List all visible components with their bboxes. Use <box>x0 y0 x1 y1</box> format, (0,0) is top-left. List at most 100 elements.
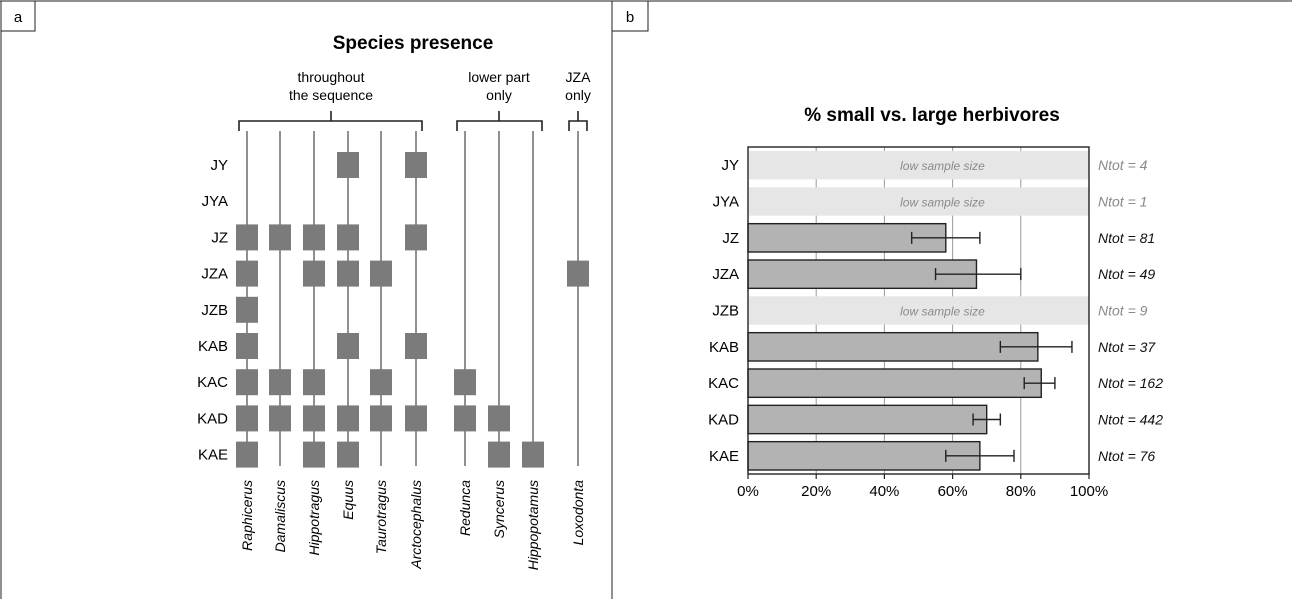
bar-category-label-kae: KAE <box>709 448 739 465</box>
presence-box-kad-equus <box>337 405 359 432</box>
x-tick-label-80-: 80% <box>1006 483 1036 500</box>
x-tick-label-20-: 20% <box>801 483 831 500</box>
species-label-raphicerus: Raphicerus <box>239 480 255 551</box>
panel-a-letter: a <box>14 9 23 26</box>
error-bar-kae <box>945 449 1015 462</box>
panel-a-label: a <box>0 0 36 32</box>
bar-kac <box>747 368 1042 399</box>
ntot-label-kab: Ntot = 37 <box>1098 339 1156 355</box>
bracket-lower-part <box>456 111 543 131</box>
ntot-label-jya: Ntot = 1 <box>1098 194 1147 210</box>
error-bar-kac <box>1023 377 1056 390</box>
presence-row-label-kad: KAD <box>197 410 228 427</box>
error-bar-jza <box>934 268 1022 281</box>
x-tick-label-100-: 100% <box>1070 483 1108 500</box>
presence-box-jz-damaliscus <box>269 224 291 251</box>
bracket-jza-only <box>568 111 588 131</box>
bar-category-label-jz: JZ <box>722 230 739 247</box>
x-tick-label-40-: 40% <box>869 483 899 500</box>
bar-category-label-jzb: JZB <box>712 303 739 320</box>
presence-row-label-kab: KAB <box>198 338 228 355</box>
bar-category-label-kab: KAB <box>709 339 739 356</box>
bar-category-label-jza: JZA <box>712 266 739 283</box>
species-label-hippopotamus: Hippopotamus <box>525 480 541 570</box>
herbivore-chart-title: % small vs. large herbivores <box>804 105 1060 126</box>
error-bar-jz <box>910 231 981 244</box>
presence-box-kad-arctocephalus <box>405 405 427 432</box>
presence-box-kad-raphicerus <box>236 405 258 432</box>
bar-category-label-jy: JY <box>721 157 739 174</box>
presence-box-kad-taurotragus <box>370 405 392 432</box>
bar-category-label-jya: JYA <box>713 194 739 211</box>
bar-plot-frame <box>747 146 1090 475</box>
bar-kad <box>747 404 988 435</box>
group-label-jza-line2: only <box>565 87 591 103</box>
panel-b-letter: b <box>626 9 634 26</box>
group-label-throughout-line2: the sequence <box>289 87 373 103</box>
ntot-label-kae: Ntot = 76 <box>1098 448 1155 464</box>
herbivore-bar-chart: JY low sample size Ntot = 4 JYA low sample s… <box>708 146 1163 500</box>
low-sample-label-jzb: low sample size <box>900 305 985 319</box>
presence-row-label-jya: JYA <box>202 193 228 210</box>
presence-box-kac-taurotragus <box>370 369 392 396</box>
species-presence-title: Species presence <box>333 33 494 54</box>
presence-box-kae-raphicerus <box>236 441 258 468</box>
bar-kab <box>747 331 1039 362</box>
group-label-lower-line2: only <box>486 87 512 103</box>
ntot-label-jy: Ntot = 4 <box>1098 157 1148 173</box>
presence-box-kac-raphicerus <box>236 369 258 396</box>
presence-row-label-jza: JZA <box>201 266 228 283</box>
presence-box-kab-equus <box>337 333 359 359</box>
presence-species-labels: Raphicerus Damaliscus Hippotragus Equus Taur… <box>239 480 586 570</box>
presence-box-kae-equus <box>337 441 359 468</box>
presence-box-jza-loxodonta <box>567 260 589 287</box>
ntot-label-jza: Ntot = 49 <box>1098 266 1155 282</box>
presence-box-kac-redunca <box>454 369 476 396</box>
presence-box-jz-equus <box>337 224 359 251</box>
group-label-jza-line1: JZA <box>566 69 592 85</box>
presence-box-jy-arctocephalus <box>405 152 427 178</box>
low-sample-label-jy: low sample size <box>900 159 985 173</box>
group-label-lower-line1: lower part <box>468 69 530 85</box>
ntot-label-kac: Ntot = 162 <box>1098 375 1163 391</box>
bar-kae <box>747 440 981 471</box>
ntot-label-kad: Ntot = 442 <box>1098 412 1163 428</box>
presence-group-labels: throughout the sequence lower part only … <box>289 69 591 103</box>
presence-box-kae-syncerus <box>488 441 510 468</box>
presence-box-jz-arctocephalus <box>405 224 427 251</box>
presence-box-jza-raphicerus <box>236 260 258 287</box>
error-bar-kab <box>999 340 1073 353</box>
presence-box-kad-hippotragus <box>303 405 325 432</box>
error-bar-kad <box>972 413 1002 426</box>
species-label-taurotragus: Taurotragus <box>373 480 389 554</box>
species-label-syncerus: Syncerus <box>491 480 507 538</box>
presence-box-kab-raphicerus <box>236 333 258 359</box>
low-sample-band-jzb <box>749 296 1089 325</box>
presence-box-jza-hippotragus <box>303 260 325 287</box>
group-brackets <box>238 111 588 131</box>
presence-box-jza-equus <box>337 260 359 287</box>
species-label-arctocephalus: Arctocephalus <box>408 480 424 570</box>
presence-boxes <box>236 152 589 468</box>
bracket-throughout <box>238 111 423 131</box>
presence-row-label-jz: JZ <box>211 229 228 246</box>
group-label-throughout-line1: throughout <box>298 69 365 85</box>
presence-box-jza-taurotragus <box>370 260 392 287</box>
presence-box-jz-hippotragus <box>303 224 325 251</box>
low-sample-label-jya: low sample size <box>900 196 985 210</box>
presence-box-kad-syncerus <box>488 405 510 432</box>
low-sample-band-jya <box>749 187 1089 216</box>
presence-box-jy-equus <box>337 152 359 178</box>
ntot-label-jzb: Ntot = 9 <box>1098 303 1148 319</box>
presence-box-kae-hippotragus <box>303 441 325 468</box>
presence-box-kab-arctocephalus <box>405 333 427 359</box>
bar-category-label-kac: KAC <box>708 375 739 392</box>
presence-box-kad-redunca <box>454 405 476 432</box>
species-label-damaliscus: Damaliscus <box>272 480 288 552</box>
presence-box-kae-hippopotamus <box>522 441 544 468</box>
presence-row-label-jzb: JZB <box>201 302 228 319</box>
ntot-label-jz: Ntot = 81 <box>1098 230 1155 246</box>
low-sample-band-jy <box>749 150 1089 180</box>
presence-box-kac-damaliscus <box>269 369 291 396</box>
